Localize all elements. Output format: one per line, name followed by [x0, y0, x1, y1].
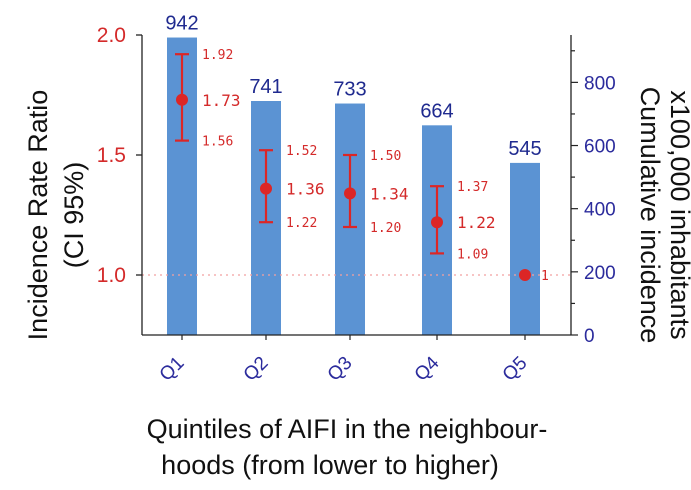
bar-Q5 — [510, 162, 540, 335]
irr-point-Q5 — [519, 269, 531, 281]
error-bars-layer — [175, 53, 531, 281]
y-right-tick-label-4: 800 — [584, 73, 616, 94]
irr-point-Q2 — [260, 182, 272, 195]
y-left-axis-title: Incidence Rate Ratio — [23, 90, 53, 341]
x-tick-label-Q2: Q2 — [240, 353, 273, 386]
irr-value-label-Q1: 1.73 — [202, 91, 241, 110]
irr-value-label-Q5: 1 — [541, 269, 549, 284]
irr-point-Q4 — [431, 216, 443, 229]
irr-upper-label-Q2: 1.52 — [286, 144, 317, 159]
irr-value-label-Q4: 1.22 — [457, 213, 496, 232]
y-right-tick-label-0: 0 — [584, 326, 595, 347]
y-left-tick-label-2: 2.0 — [97, 24, 126, 47]
y-left-tick-label-0: 1.0 — [97, 264, 126, 287]
irr-lower-label-Q3: 1.20 — [370, 221, 401, 236]
y-left-axis-title-sub: (CI 95%) — [59, 162, 89, 269]
x-tick-label-Q5: Q5 — [499, 353, 532, 386]
y-right-tick-label-2: 400 — [584, 200, 616, 221]
bar-value-label-Q4: 664 — [420, 100, 453, 122]
y-right-tick-label-3: 600 — [584, 137, 616, 158]
x-tick-label-Q3: Q3 — [324, 353, 357, 386]
y-left-tick-label-1: 1.5 — [97, 144, 126, 167]
x-tick-label-Q1: Q1 — [156, 353, 189, 386]
irr-upper-label-Q3: 1.50 — [370, 149, 401, 164]
bar-value-label-Q5: 545 — [508, 138, 541, 160]
x-axis-title: Quintiles of AIFI in the neighbour- — [147, 414, 548, 444]
irr-point-Q1 — [176, 93, 188, 106]
irr-point-Q3 — [344, 187, 356, 200]
y-right-axis-title: Cumulative incidence — [635, 87, 665, 344]
bar-value-label-Q2: 741 — [249, 76, 282, 98]
irr-value-label-Q2: 1.36 — [286, 180, 325, 199]
bar-value-label-Q3: 733 — [333, 79, 366, 101]
irr-upper-label-Q1: 1.92 — [202, 48, 233, 63]
irr-value-label-Q3: 1.34 — [370, 184, 409, 203]
irr-lower-label-Q4: 1.09 — [457, 247, 488, 262]
x-tick-label-Q4: Q4 — [411, 352, 444, 385]
labels-layer: 942 741 733 664 545 1.92 1.56 1.73 1.52 1.22 1.36 1… — [165, 13, 549, 284]
irr-upper-label-Q4: 1.37 — [457, 180, 488, 195]
y-right-axis-title-sub: x100,000 inhabitants — [665, 90, 691, 339]
y-right-tick-label-1: 200 — [584, 263, 616, 284]
irr-lower-label-Q1: 1.56 — [202, 135, 233, 150]
x-axis-title-line2: hoods (from lower to higher) — [161, 450, 499, 480]
bar-value-label-Q1: 942 — [165, 13, 198, 35]
irr-lower-label-Q2: 1.22 — [286, 216, 317, 231]
